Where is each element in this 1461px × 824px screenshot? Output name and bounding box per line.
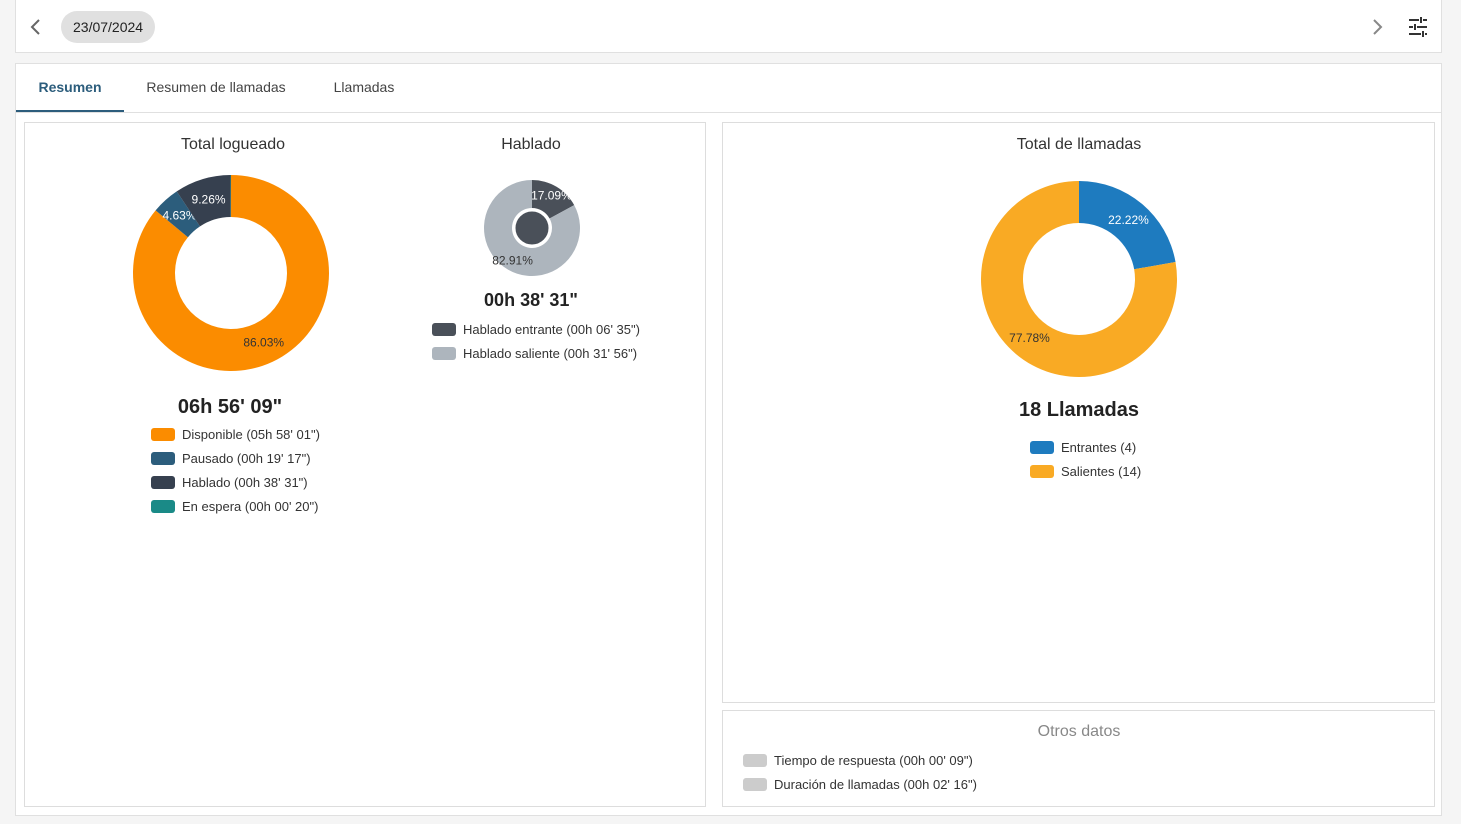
chevron-left-icon [30, 19, 40, 35]
donut-label: 86.03% [243, 336, 284, 350]
tab-resumen[interactable]: Resumen [16, 64, 124, 112]
total-logueado-value: 06h 56' 09" [177, 396, 283, 418]
main-panel: Resumen Resumen de llamadas Llamadas Tot… [15, 63, 1442, 816]
chevron-right-icon [1373, 19, 1383, 35]
donut-label: 4.63% [163, 209, 197, 223]
next-day-button[interactable] [1365, 15, 1389, 39]
legend-swatch [151, 475, 175, 489]
legend-label: Hablado entrante (00h 06' 35") [463, 321, 640, 337]
total-logueado-donut: 86.03% 4.63% 9.26% [132, 175, 329, 371]
legend-swatch [151, 499, 175, 513]
total-llamadas-value: 18 Llamadas [1018, 399, 1140, 421]
legend-item[interactable]: Hablado (00h 38' 31") [151, 470, 320, 494]
legend-swatch [743, 753, 767, 767]
prev-day-button[interactable] [24, 15, 48, 39]
filter-settings-button[interactable] [1406, 15, 1430, 39]
otros-datos-card: Otros datos Tiempo de respuesta (00h 00'… [722, 710, 1435, 807]
otros-datos-list: Tiempo de respuesta (00h 00' 09") Duració… [743, 748, 977, 796]
legend-swatch [743, 777, 767, 791]
legend-label: Entrantes (4) [1061, 439, 1137, 455]
legend-item[interactable]: Hablado saliente (00h 31' 56") [432, 341, 640, 365]
agent-summary-card: Total logueado 86.03% 4.63% 9.26% 06h 56' … [24, 122, 706, 807]
total-logueado-legend: Disponible (05h 58' 01") Pausado (00h 19'… [151, 422, 320, 518]
hablado-donut: 17.09% 82.91% [484, 180, 580, 276]
legend-label: Tiempo de respuesta (00h 00' 09") [774, 752, 973, 768]
legend-label: Duración de llamadas (00h 02' 16") [774, 776, 977, 792]
donut-label: 17.09% [531, 188, 572, 202]
donut-slice-hablado[interactable] [176, 175, 231, 227]
legend-swatch [1030, 440, 1054, 454]
hablado-value: 00h 38' 31" [484, 290, 578, 310]
date-chip[interactable]: 23/07/2024 [61, 11, 156, 43]
hablado-title: Hablado [501, 136, 561, 153]
donut-slice-hablado-entrante[interactable] [532, 180, 575, 219]
legend-item[interactable]: Pausado (00h 19' 17") [151, 446, 320, 470]
legend-swatch [151, 427, 175, 441]
legend-swatch [432, 346, 456, 360]
legend-item[interactable]: En espera (00h 00' 20") [151, 494, 320, 518]
tab-bar: Resumen Resumen de llamadas Llamadas [16, 64, 1441, 113]
legend-item[interactable]: Tiempo de respuesta (00h 00' 09") [743, 748, 977, 772]
legend-item[interactable]: Duración de llamadas (00h 02' 16") [743, 772, 977, 796]
tune-icon [1409, 17, 1427, 37]
donut-slice-entrantes[interactable] [1079, 181, 1176, 270]
donut-label: 77.78% [1009, 331, 1050, 345]
legend-swatch [432, 322, 456, 336]
donut-label: 9.26% [192, 192, 226, 206]
total-llamadas-legend: Entrantes (4) Salientes (14) [1030, 435, 1141, 483]
tab-resumen-llamadas[interactable]: Resumen de llamadas [146, 79, 286, 95]
toolbar: 23/07/2024 [15, 0, 1442, 53]
legend-swatch [151, 451, 175, 465]
legend-item[interactable]: Entrantes (4) [1030, 435, 1141, 459]
total-logueado-title: Total logueado [180, 136, 286, 153]
legend-label: Hablado saliente (00h 31' 56") [463, 345, 638, 361]
donut-slice-pausado[interactable] [155, 191, 200, 238]
legend-swatch [1030, 464, 1054, 478]
calls-summary-card: Total de llamadas 22.22% 77.78% 18 Llamad… [722, 122, 1435, 703]
donut-label: 82.91% [492, 254, 533, 268]
donut-slice-hablado-saliente[interactable] [484, 180, 580, 276]
hablado-legend: Hablado entrante (00h 06' 35") Hablado sa… [432, 317, 640, 365]
donut-slice-salientes[interactable] [981, 181, 1177, 377]
legend-label: En espera (00h 00' 20") [182, 498, 319, 514]
total-llamadas-donut: 22.22% 77.78% [981, 181, 1177, 377]
legend-label: Salientes (14) [1061, 463, 1142, 479]
donut-slice-disponible[interactable] [132, 175, 329, 371]
legend-label: Pausado (00h 19' 17") [182, 450, 311, 466]
otros-datos-title: Otros datos [1037, 723, 1121, 740]
total-llamadas-title: Total de llamadas [1016, 136, 1142, 153]
legend-label: Hablado (00h 38' 31") [182, 474, 308, 490]
legend-label: Disponible (05h 58' 01") [182, 426, 320, 442]
tab-llamadas[interactable]: Llamadas [333, 79, 395, 95]
legend-item[interactable]: Disponible (05h 58' 01") [151, 422, 320, 446]
donut-label: 22.22% [1108, 213, 1149, 227]
legend-item[interactable]: Salientes (14) [1030, 459, 1141, 483]
donut-center-dot [512, 208, 552, 248]
legend-item[interactable]: Hablado entrante (00h 06' 35") [432, 317, 640, 341]
